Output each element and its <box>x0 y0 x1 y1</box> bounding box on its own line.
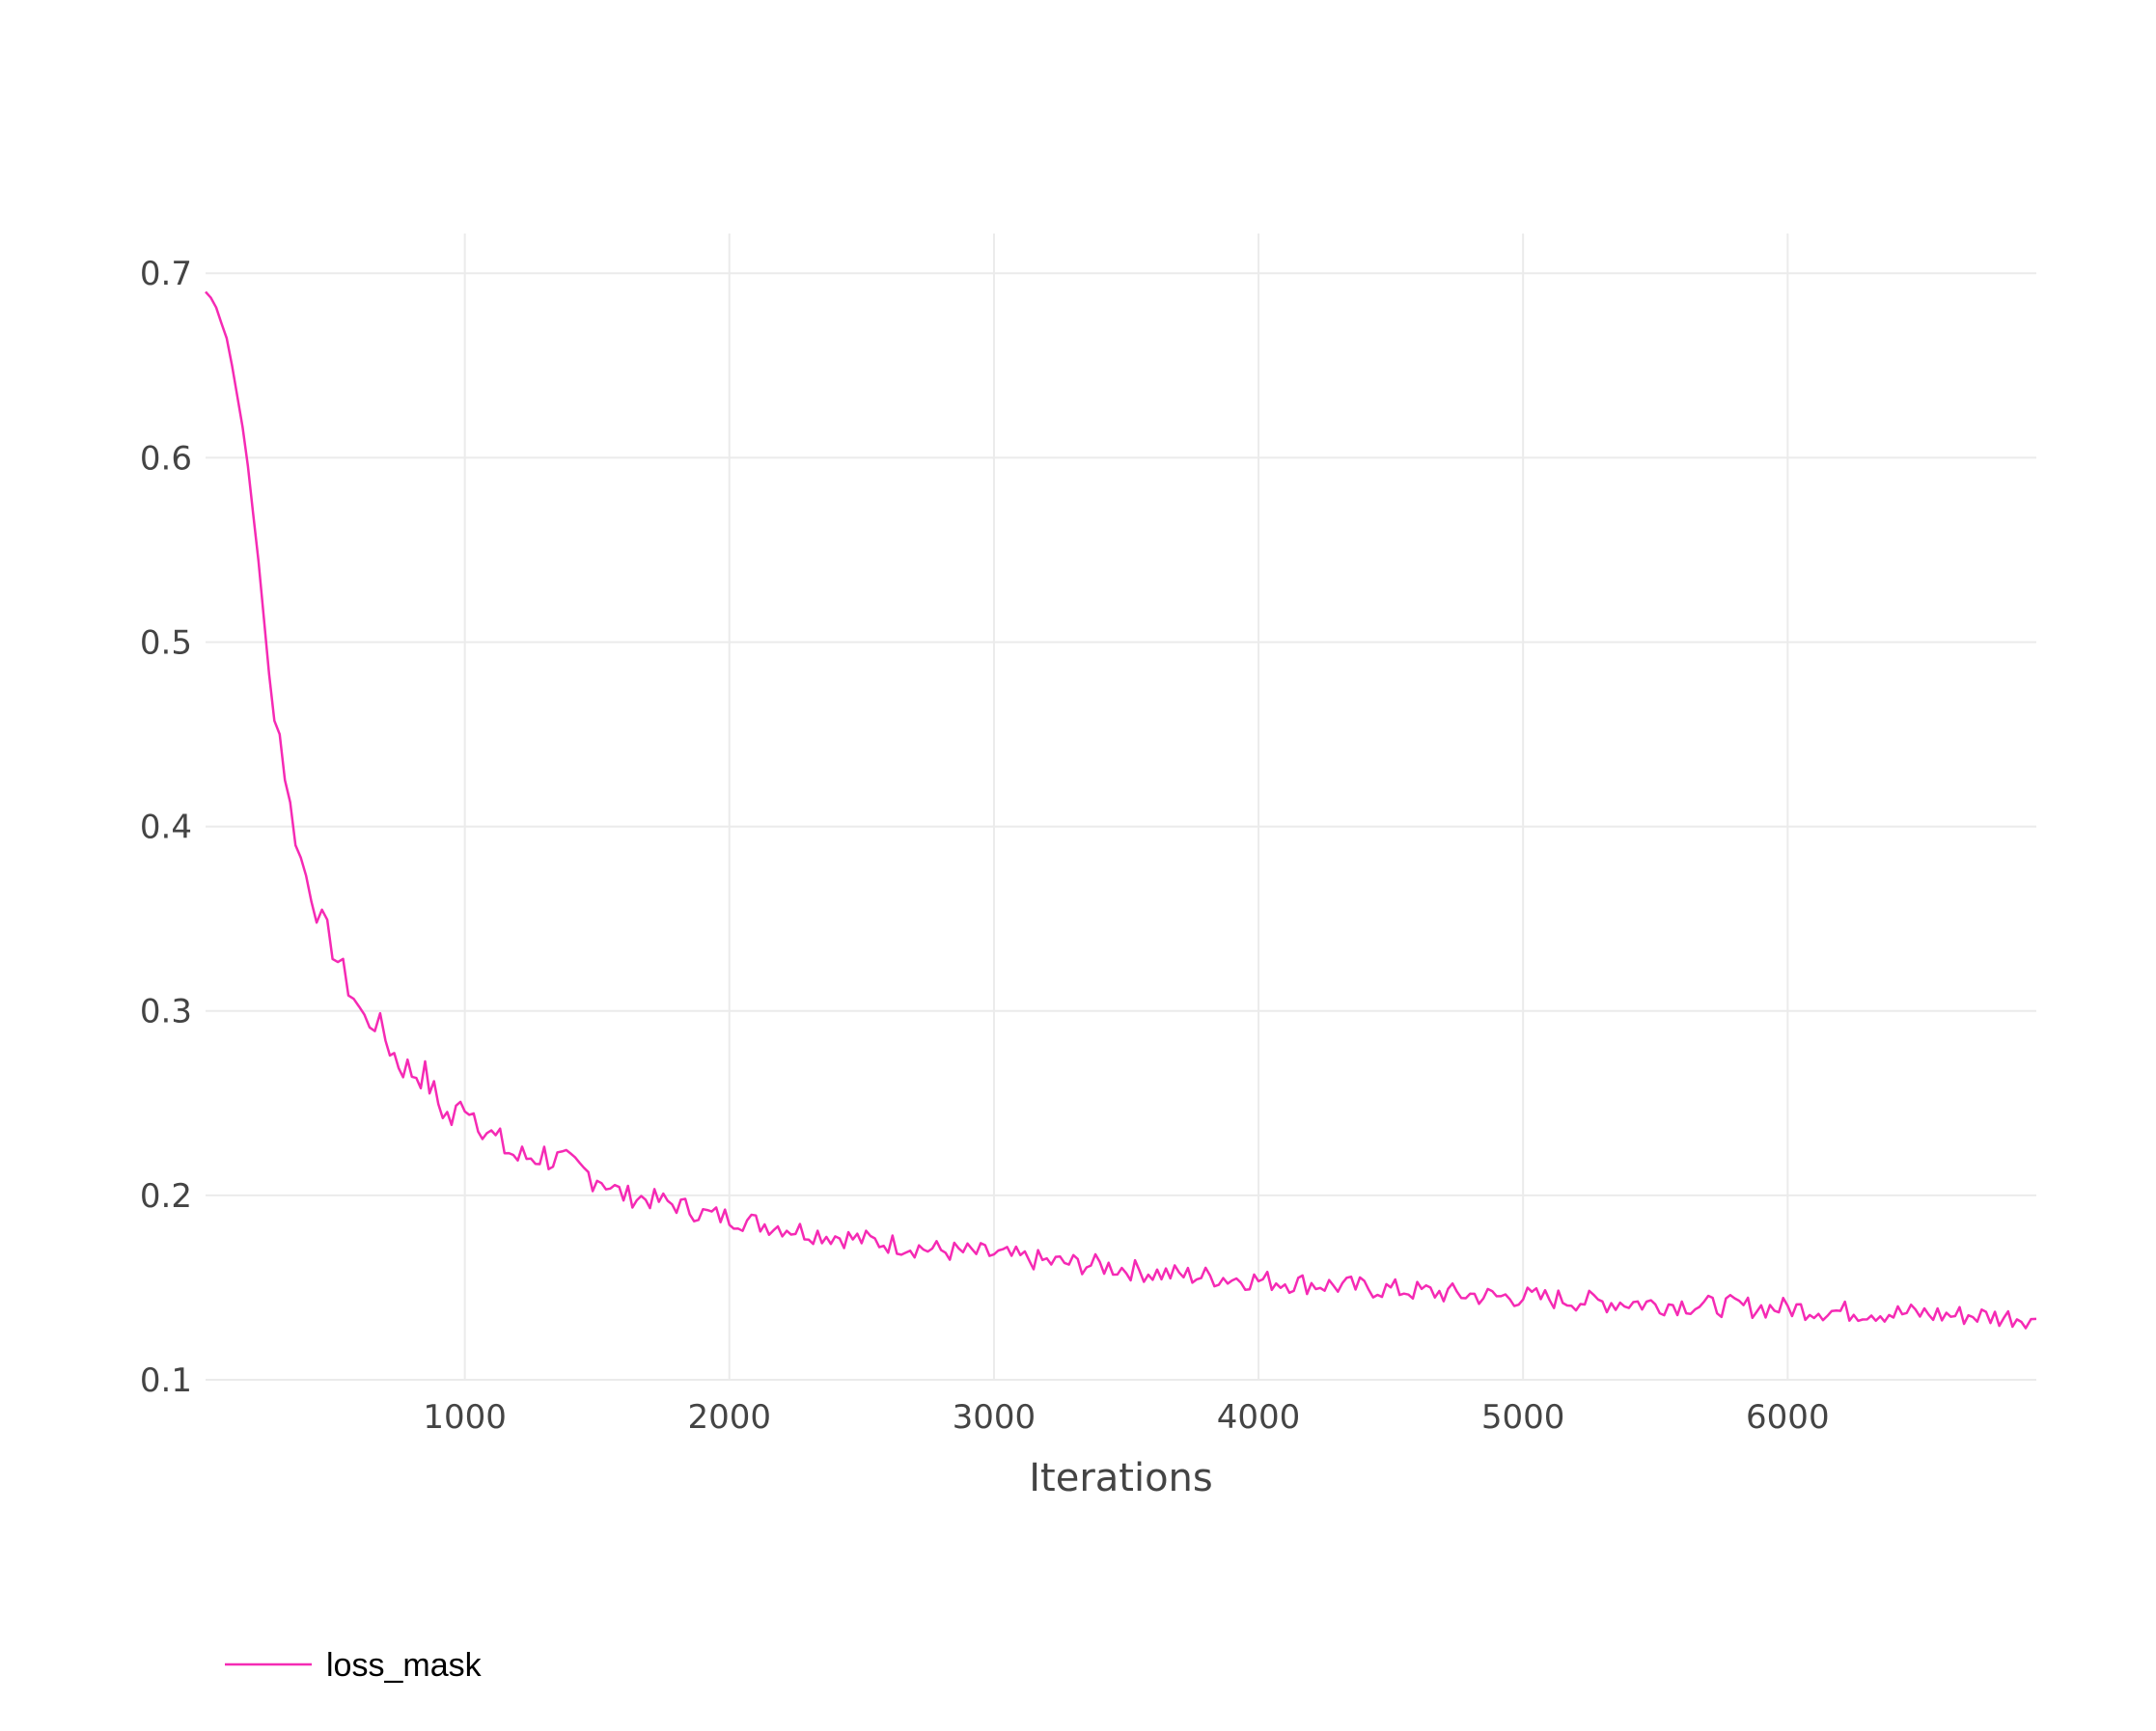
y-tick-label: 0.4 <box>140 809 192 847</box>
x-tick-label: 3000 <box>953 1398 1037 1437</box>
legend[interactable]: loss_mask <box>225 1647 483 1684</box>
series-layer <box>205 290 2037 1330</box>
legend-label-loss-mask: loss_mask <box>326 1647 483 1684</box>
y-tick-label: 0.6 <box>140 439 192 478</box>
x-tick-labels: 1000 2000 3000 4000 5000 6000 <box>423 1398 1829 1437</box>
x-tick-label: 4000 <box>1217 1398 1301 1437</box>
series-line-loss-mask <box>205 290 2037 1330</box>
x-axis-title: Iterations <box>1029 1456 1213 1500</box>
y-tick-label: 0.3 <box>140 993 192 1031</box>
y-tick-label: 0.7 <box>140 255 192 293</box>
x-gridlines <box>463 234 1789 1380</box>
x-tick-label: 6000 <box>1746 1398 1830 1437</box>
y-tick-label: 0.1 <box>140 1361 192 1400</box>
x-tick-label: 2000 <box>688 1398 772 1437</box>
x-tick-label: 1000 <box>423 1398 507 1437</box>
y-tick-labels: 0.1 0.2 0.3 0.4 0.5 0.6 0.7 <box>140 255 192 1400</box>
x-tick-label: 5000 <box>1481 1398 1565 1437</box>
y-tick-label: 0.5 <box>140 623 192 662</box>
y-tick-label: 0.2 <box>140 1177 192 1216</box>
y-gridlines <box>206 272 2036 1381</box>
